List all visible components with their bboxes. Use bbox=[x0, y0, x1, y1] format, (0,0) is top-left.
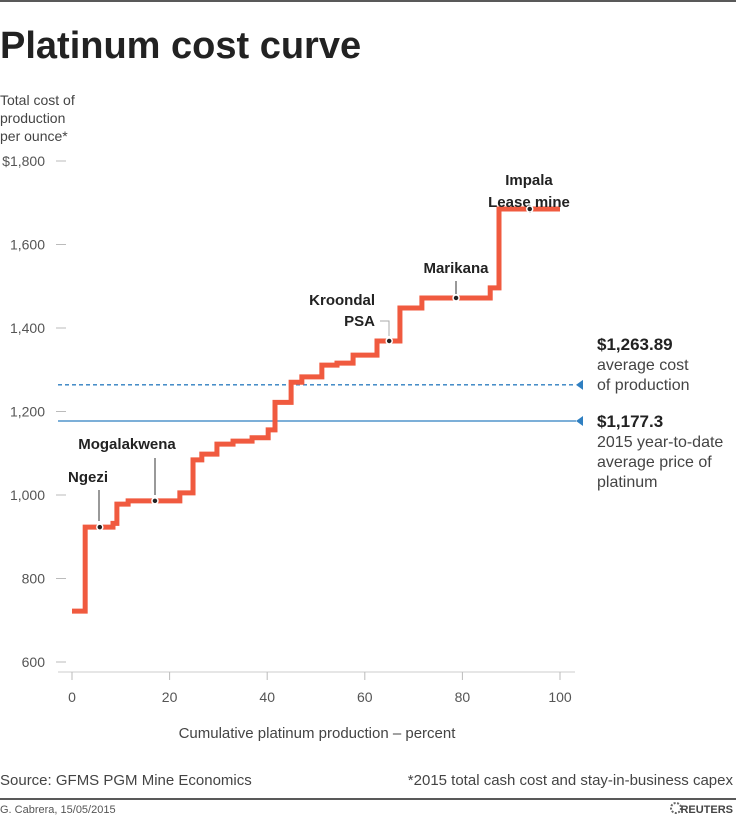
annotation-label: PSA bbox=[344, 313, 375, 330]
x-axis-label: Cumulative platinum production – percent bbox=[179, 725, 457, 742]
annotation-label: Marikana bbox=[423, 260, 489, 277]
y-tick-label: 1,600 bbox=[10, 237, 45, 253]
annotation-leader bbox=[380, 320, 390, 336]
y-tick-label: 600 bbox=[22, 654, 46, 670]
y-tick-label: 1,000 bbox=[10, 487, 45, 503]
annotation-label: Mogalakwena bbox=[78, 436, 176, 453]
y-axis-label: Total cost of production per ounce* bbox=[0, 92, 75, 144]
annotation-dot bbox=[452, 294, 460, 302]
series bbox=[72, 206, 560, 614]
annotations: Ngezi Mogalakwena Kroondal PSA Marikana Impal… bbox=[68, 172, 570, 531]
y-tick-label: 1,400 bbox=[10, 320, 45, 336]
annotation-dot bbox=[96, 523, 104, 531]
y-tick-label: $1,800 bbox=[2, 153, 45, 169]
reference-lines: $1,263.89 average cost of production $1,177… bbox=[58, 335, 723, 491]
credit-text: G. Cabrera, 15/05/2015 bbox=[0, 804, 116, 816]
reuters-logo-icon bbox=[670, 802, 682, 814]
reference-text: 2015 year-to-date bbox=[597, 434, 723, 451]
reference-value: $1,263.89 bbox=[597, 335, 673, 354]
x-tick-label: 20 bbox=[162, 689, 178, 705]
annotation-dot bbox=[151, 497, 159, 505]
y-axis-label-line: production bbox=[0, 110, 65, 126]
annotation-label: Impala bbox=[505, 172, 553, 189]
reuters-logo: REUTERS bbox=[670, 802, 733, 816]
footnote-text: *2015 total cash cost and stay-in-busine… bbox=[408, 772, 734, 789]
cost-curve-line bbox=[72, 206, 560, 614]
source-text: Source: GFMS PGM Mine Economics bbox=[0, 772, 252, 789]
annotation-label: Ngezi bbox=[68, 469, 108, 486]
annotation-dot bbox=[385, 337, 393, 345]
x-tick-label: 60 bbox=[357, 689, 373, 705]
x-tick-label: 100 bbox=[548, 689, 572, 705]
y-tick-label: 800 bbox=[22, 571, 46, 587]
reference-value: $1,177.3 bbox=[597, 412, 663, 431]
annotation-label: Lease mine bbox=[488, 194, 570, 211]
reference-text: average price of bbox=[597, 454, 712, 471]
annotation-dot bbox=[525, 205, 534, 213]
chart-title: Platinum cost curve bbox=[0, 25, 361, 67]
y-tick-label: 1,200 bbox=[10, 404, 45, 420]
x-tick-label: 40 bbox=[259, 689, 275, 705]
y-axis-label-line: per ounce* bbox=[0, 128, 68, 144]
reuters-logo-text: REUTERS bbox=[680, 804, 733, 816]
triangle-marker-icon bbox=[576, 379, 583, 390]
x-tick-label: 80 bbox=[455, 689, 471, 705]
annotation-label: Kroondal bbox=[309, 292, 375, 309]
x-tick-label: 0 bbox=[68, 689, 76, 705]
reference-text: platinum bbox=[597, 474, 657, 491]
axes: 600 800 1,000 1,200 1,400 1,600 $1,800 0 20 40 60 8… bbox=[2, 153, 575, 705]
reference-text: average cost bbox=[597, 357, 689, 374]
reference-text: of production bbox=[597, 377, 690, 394]
y-axis-label-line: Total cost of bbox=[0, 92, 75, 108]
triangle-marker-icon bbox=[576, 415, 583, 426]
